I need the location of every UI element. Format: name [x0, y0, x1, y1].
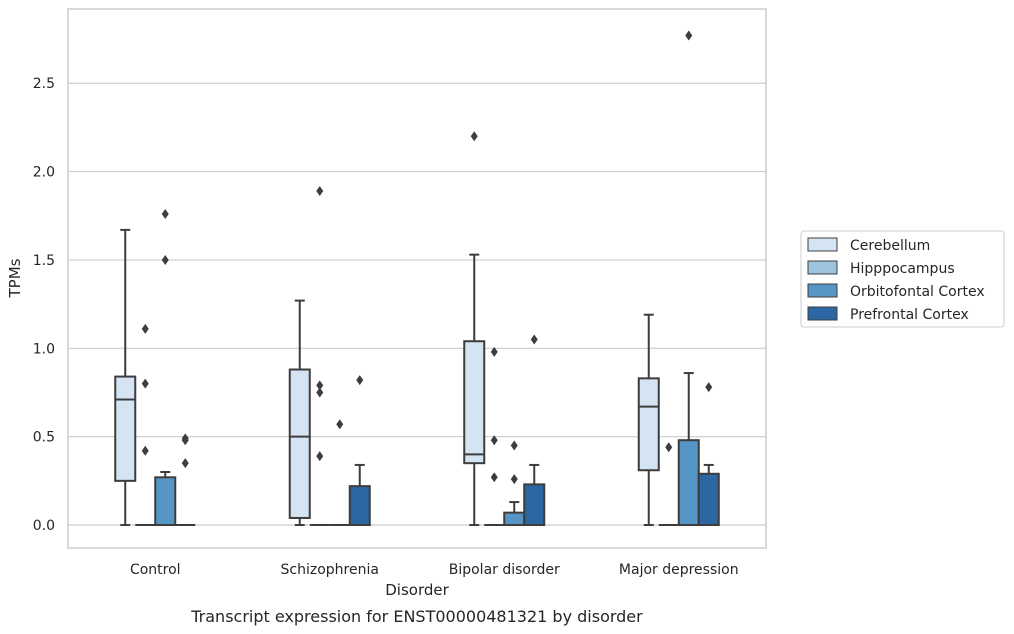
y-tick-label: 1.0 [33, 341, 55, 357]
outlier-point [490, 346, 498, 357]
y-axis-label: TPMs [6, 258, 24, 298]
box-iqr [697, 472, 720, 527]
outlier-point [490, 435, 498, 446]
box-hipppocampus [135, 323, 156, 527]
x-tick-label: Bipolar disorder [449, 562, 560, 578]
box-cerebellum [114, 228, 137, 527]
legend-swatch [807, 260, 838, 275]
plot-frame [67, 8, 767, 549]
box-iqr [523, 483, 546, 527]
box-hipppocampus [309, 186, 330, 527]
box-hipppocampus [484, 346, 505, 527]
outlier-point [141, 323, 149, 334]
legend: Cerebellum Hipppocampus Orbitofontal Corte… [800, 230, 1005, 328]
box-orbitofontal-cortex [503, 440, 526, 527]
outlier-point [161, 208, 169, 219]
outlier-point [665, 442, 673, 453]
outlier-point [490, 472, 498, 483]
outlier-point [181, 458, 189, 469]
box-prefrontal-cortex [697, 382, 720, 527]
legend-label: Hipppocampus [850, 261, 955, 277]
outlier-point [510, 440, 518, 451]
box-hipppocampus [658, 442, 679, 527]
outlier-point [705, 382, 713, 393]
x-axis-label: Disorder [385, 581, 449, 599]
outlier-point [181, 433, 189, 444]
outlier-point [316, 387, 324, 398]
outlier-point [510, 474, 518, 485]
box-iqr [637, 377, 660, 472]
x-tick-label: Schizophrenia [281, 562, 379, 578]
y-tick-labels: 0.0 0.5 1.0 1.5 2.0 2.5 [33, 76, 55, 534]
outlier-point [470, 131, 478, 142]
y-tick-label: 0.5 [33, 430, 55, 446]
plot-background [68, 9, 766, 548]
box-cerebellum [463, 131, 486, 527]
legend-swatch [807, 237, 838, 252]
legend-frame [800, 230, 1005, 328]
legend-label: Prefrontal Cortex [850, 307, 969, 323]
box-orbitofontal-cortex [154, 208, 177, 527]
box-iqr [503, 511, 526, 527]
box-iqr [677, 439, 700, 527]
y-tick-label: 2.5 [33, 76, 55, 92]
outlier-point [316, 186, 324, 197]
x-tick-label: Control [130, 562, 181, 578]
box-prefrontal-cortex [348, 375, 371, 527]
outlier-point [141, 378, 149, 389]
y-tick-label: 1.5 [33, 253, 55, 269]
outlier-point [316, 451, 324, 462]
outlier-point [141, 445, 149, 456]
box-iqr [154, 476, 177, 527]
y-tick-label: 0.0 [33, 518, 55, 534]
legend-label: Orbitofontal Cortex [850, 284, 985, 300]
box-groups [114, 30, 720, 527]
box-iqr [463, 340, 486, 465]
box-prefrontal-cortex [523, 334, 546, 527]
box-iqr [348, 485, 371, 527]
outlier-point [316, 380, 324, 391]
outlier-point [356, 375, 364, 386]
box-orbitofontal-cortex [329, 419, 350, 527]
legend-label: Cerebellum [850, 238, 930, 254]
outlier-point [530, 334, 538, 345]
legend-swatch [807, 306, 838, 321]
x-tick-label: Major depression [619, 562, 739, 578]
chart-caption: Transcript expression for ENST0000048132… [190, 607, 643, 626]
outlier-point [161, 254, 169, 265]
box-prefrontal-cortex [175, 433, 196, 527]
box-iqr [288, 368, 311, 519]
box-iqr [114, 375, 137, 482]
legend-swatch [807, 283, 838, 298]
y-tick-label: 2.0 [33, 165, 55, 181]
box-cerebellum [637, 313, 660, 527]
outlier-point [685, 30, 693, 41]
box-cerebellum [288, 299, 311, 527]
outlier-point [336, 419, 344, 430]
x-tick-labels: Control Schizophrenia Bipolar disorder Majo… [130, 562, 739, 578]
